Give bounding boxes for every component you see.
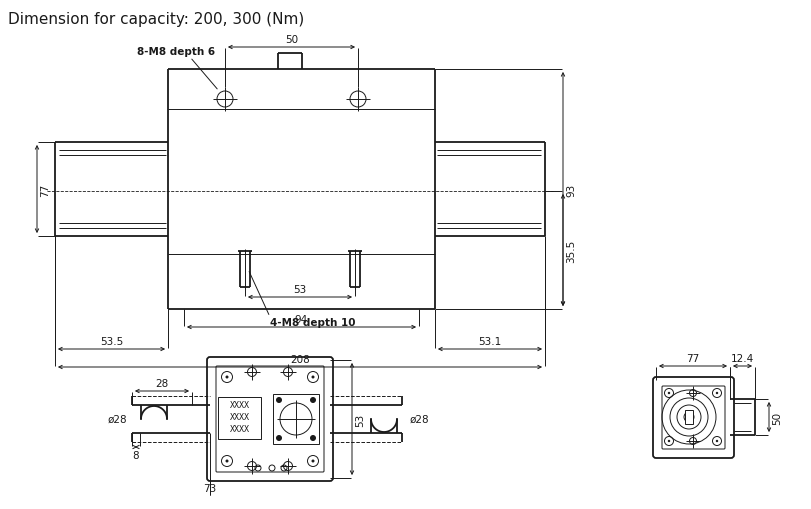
Circle shape <box>225 460 228 463</box>
Text: XXXX: XXXX <box>230 413 249 421</box>
Text: 53: 53 <box>293 285 307 294</box>
Text: 4-M8 depth 10: 4-M8 depth 10 <box>270 318 355 327</box>
Circle shape <box>276 397 281 403</box>
Text: 208: 208 <box>290 354 310 364</box>
Bar <box>272 394 319 444</box>
Text: 93: 93 <box>565 183 575 196</box>
Bar <box>684 410 692 424</box>
Text: 53.5: 53.5 <box>100 336 123 346</box>
Text: 77: 77 <box>685 353 699 363</box>
Text: 50: 50 <box>285 35 298 45</box>
Text: ø28: ø28 <box>410 414 429 424</box>
Text: 35.5: 35.5 <box>565 239 575 262</box>
Text: 50: 50 <box>771 411 781 423</box>
Circle shape <box>225 376 228 379</box>
Bar <box>217 397 260 439</box>
Circle shape <box>667 440 669 442</box>
Text: 77: 77 <box>40 183 50 196</box>
Text: 12.4: 12.4 <box>730 353 753 363</box>
Text: 28: 28 <box>155 378 169 388</box>
Circle shape <box>276 435 281 441</box>
Text: Dimension for capacity: 200, 300 (Nm): Dimension for capacity: 200, 300 (Nm) <box>8 12 304 27</box>
Text: 8-M8 depth 6: 8-M8 depth 6 <box>137 47 215 57</box>
Circle shape <box>311 460 314 463</box>
Text: 53: 53 <box>354 413 365 426</box>
Text: XXXX: XXXX <box>230 425 249 434</box>
Circle shape <box>310 435 315 441</box>
Text: 94: 94 <box>294 315 307 324</box>
Text: XXXX: XXXX <box>230 401 249 410</box>
Text: ø28: ø28 <box>107 414 127 424</box>
Circle shape <box>715 392 717 394</box>
Circle shape <box>310 397 315 403</box>
Circle shape <box>667 392 669 394</box>
Text: 8: 8 <box>132 450 139 460</box>
Text: 53.1: 53.1 <box>478 336 501 346</box>
Circle shape <box>311 376 314 379</box>
Circle shape <box>715 440 717 442</box>
Text: 73: 73 <box>203 483 217 493</box>
